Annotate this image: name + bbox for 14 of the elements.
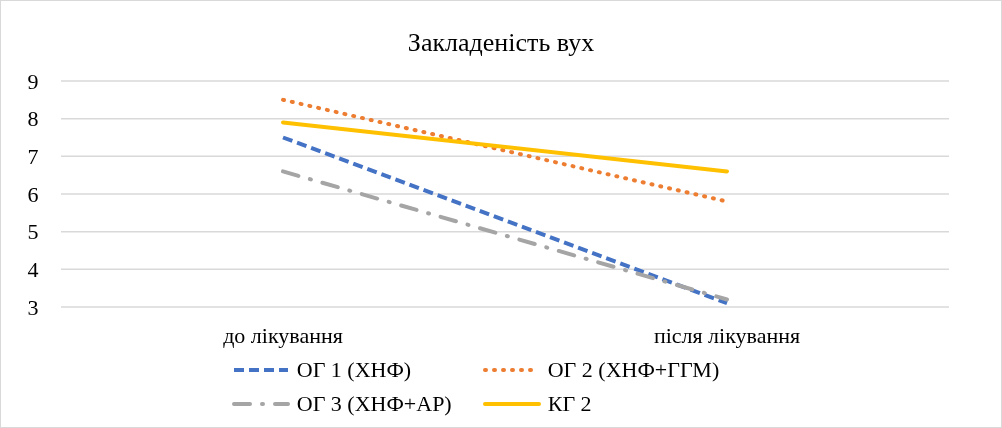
y-tick-label: 3 <box>27 294 39 320</box>
y-tick-label: 4 <box>27 257 39 283</box>
y-tick-label: 5 <box>27 219 39 245</box>
chart-title: Закладеність вух <box>406 28 596 58</box>
y-tick-label: 9 <box>27 68 39 94</box>
legend-label: ОГ 1 (ХНФ) <box>296 357 412 383</box>
y-tick-label: 6 <box>27 181 39 207</box>
legend-label: ОГ 2 (ХНФ+ГГМ) <box>547 357 720 383</box>
y-tick-label: 8 <box>27 106 39 132</box>
x-tick-label: після лікування <box>653 322 801 348</box>
legend-label: ОГ 3 (ХНФ+АР) <box>296 391 452 417</box>
y-tick-label: 7 <box>27 144 39 170</box>
x-tick-label: до лікування <box>223 322 343 348</box>
legend-label: КГ 2 <box>547 391 592 417</box>
